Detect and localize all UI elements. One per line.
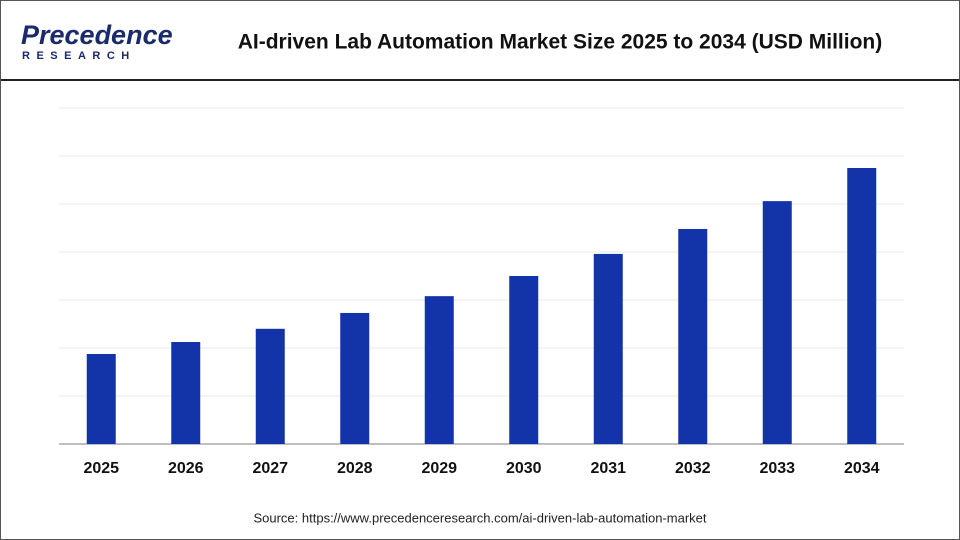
x-tick-label: 2033 [759, 460, 795, 477]
x-tick-label: 2031 [590, 460, 626, 477]
x-tick-label: 2026 [168, 460, 204, 477]
x-tick-label: 2030 [506, 460, 542, 477]
bar [424, 296, 454, 444]
x-tick-label: 2027 [252, 460, 288, 477]
bar [762, 201, 792, 444]
x-tick-label: 2028 [337, 460, 373, 477]
bar [340, 312, 370, 444]
bar [255, 328, 285, 444]
bar [509, 276, 539, 444]
bar [847, 168, 877, 444]
x-tick-label: 2032 [675, 460, 711, 477]
bar [593, 253, 623, 444]
bar [171, 342, 201, 444]
x-tick-label: 2029 [421, 460, 457, 477]
bar [678, 228, 708, 444]
logo-tagline: RESEARCH [22, 50, 136, 62]
bar [86, 354, 116, 444]
source-note: Source: https://www.precedenceresearch.c… [253, 510, 706, 525]
x-tick-label: 2034 [844, 460, 880, 477]
logo-name: Precedence [21, 20, 173, 50]
chart-title: AI-driven Lab Automation Market Size 202… [238, 31, 883, 54]
x-tick-label: 2025 [83, 460, 119, 477]
